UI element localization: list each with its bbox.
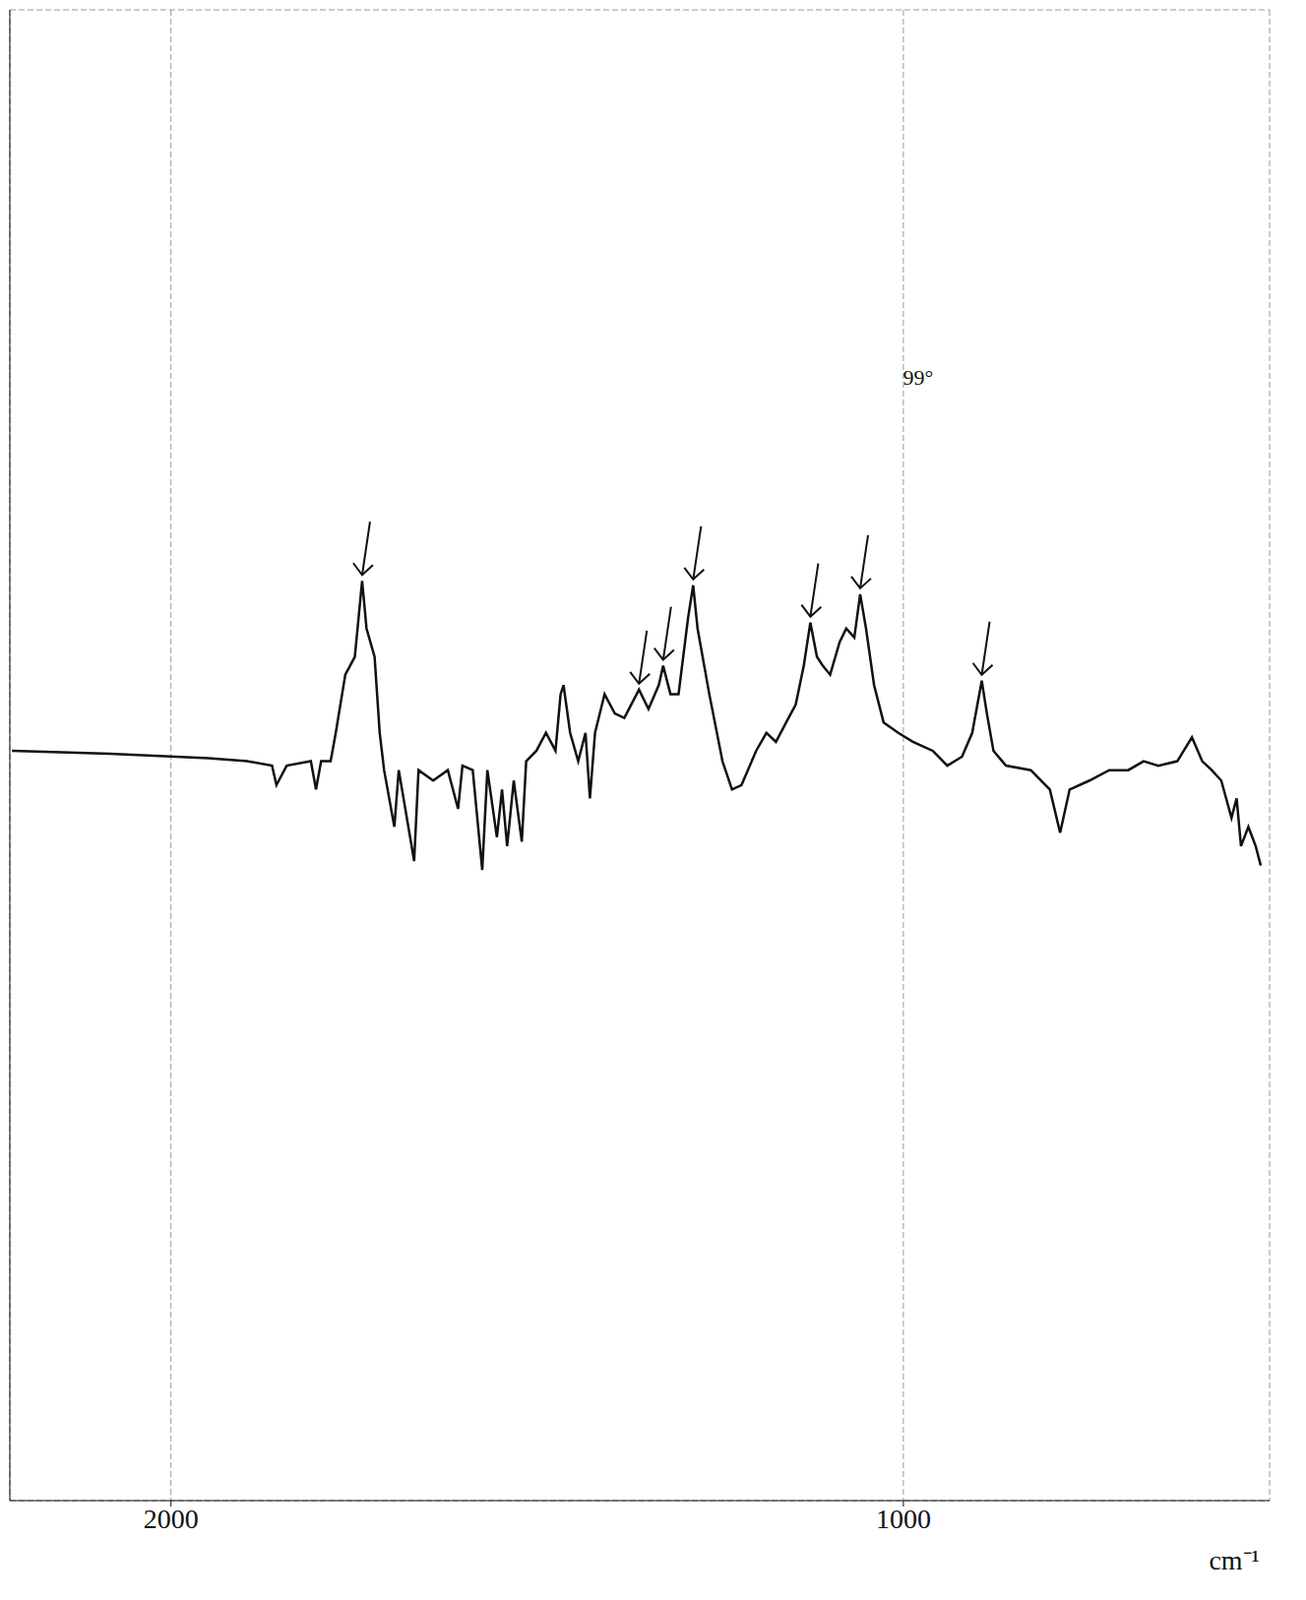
svg-text:1000: 1000 bbox=[875, 1503, 932, 1535]
svg-text:99°: 99° bbox=[902, 365, 933, 390]
svg-text:cm⁻¹: cm⁻¹ bbox=[1208, 1545, 1260, 1576]
svg-text:2000: 2000 bbox=[143, 1503, 199, 1535]
